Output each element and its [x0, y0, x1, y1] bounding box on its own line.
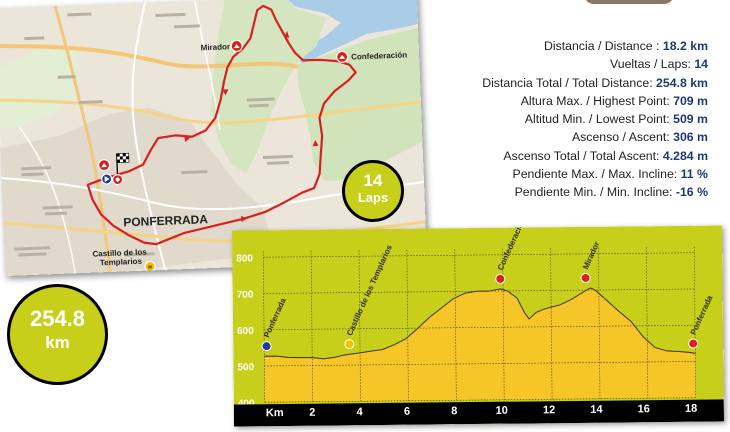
road	[131, 2, 167, 271]
x-axis-label: Km	[266, 407, 284, 419]
x-tick-label: 2	[309, 407, 315, 419]
grid-line-vertical	[406, 249, 409, 401]
confederacion-marker-icon	[495, 273, 506, 284]
stat-label: Pendiente Min. / Min. Incline:	[514, 185, 676, 200]
castillo-label-line1: Castillo de los	[92, 248, 147, 259]
stat-row: Distancia Total / Total Distance: 254.8 …	[482, 74, 708, 92]
stat-label: Pendiente Max. / Max. Incline:	[512, 167, 681, 182]
x-tick-label: 6	[404, 406, 410, 418]
grid-line-vertical	[693, 246, 697, 398]
distance-number: 254.8	[29, 306, 86, 331]
grid-line-vertical	[502, 248, 505, 400]
start-marker-icon	[261, 341, 272, 352]
stat-label: Altitud Min. / Lowest Point:	[524, 112, 674, 127]
x-tick-label: 16	[638, 403, 650, 415]
distance-unit: km	[45, 333, 70, 352]
stat-value: 306 m	[673, 130, 708, 145]
stat-value: 14	[694, 57, 708, 72]
green-area	[0, 45, 79, 129]
laps-badge: 14 Laps	[342, 160, 404, 222]
laps-unit: Laps	[357, 190, 389, 205]
route-arrow-icon	[105, 31, 319, 222]
distance-badge: 254.8 km	[7, 284, 108, 385]
x-tick-label: 18	[685, 403, 697, 415]
confederacion-marker-icon	[336, 50, 349, 64]
road	[53, 5, 112, 273]
sprint-marker-icon	[112, 174, 124, 186]
grid-line-vertical	[645, 247, 649, 399]
stat-row: Pendiente Min. / Min. Incline: -16 %	[482, 183, 708, 201]
stat-row: Distancia / Distance : 18.2 km	[482, 37, 708, 55]
grid-line-vertical	[262, 251, 266, 403]
stat-value: -16 %	[675, 185, 708, 200]
green-area	[297, 27, 423, 181]
stat-value: 509 m	[673, 112, 708, 127]
finish-marker-icon	[688, 338, 699, 349]
finish-marker-icon	[101, 173, 113, 185]
elevation-profile: 800 700 600 500 400 Km 2 4 6 8 10 12 14 16 18 Ponferrad…	[231, 217, 725, 427]
mirador-label: Mirador	[201, 42, 231, 52]
stat-label: Distancia Total / Total Distance:	[482, 75, 657, 90]
road	[0, 44, 298, 69]
top-decorative-tab	[584, 0, 674, 4]
elevation-line	[264, 287, 696, 360]
stat-label: Altura Max. / Highest Point:	[520, 93, 674, 108]
x-axis-bar	[233, 399, 725, 427]
y-tick-label: 800	[236, 253, 253, 264]
stat-row: Altura Max. / Highest Point: 709 m	[482, 92, 708, 110]
stat-row: Pendiente Max. / Max. Incline: 11 %	[482, 165, 709, 183]
stats-panel: Distancia / Distance : 18.2 km Vueltas / …	[482, 37, 708, 202]
stat-row: Altitud Min. / Lowest Point: 509 m	[482, 110, 708, 128]
grid-line-vertical	[454, 249, 457, 401]
road	[18, 126, 76, 274]
stat-label: Vueltas / Laps:	[610, 57, 695, 72]
y-tick-label: 400	[238, 398, 255, 409]
stat-value: 11 %	[680, 167, 708, 182]
grid-line-vertical	[598, 247, 601, 399]
stat-value: 18.2 km	[662, 39, 708, 53]
stat-value: 254.8 km	[656, 75, 708, 90]
reservoir	[284, 0, 418, 65]
checkered-flag-icon	[116, 152, 130, 176]
stat-value: 709 m	[673, 93, 708, 108]
grid-line-vertical	[310, 250, 313, 402]
x-tick-label: 12	[543, 404, 555, 416]
y-tick-label: 600	[237, 326, 254, 337]
x-tick-label: 14	[590, 404, 603, 416]
elevation-area	[264, 287, 696, 403]
y-tick-label: 500	[237, 362, 254, 373]
confederacion-label: Confederación	[351, 50, 407, 61]
x-tick-label: 8	[451, 405, 457, 417]
stat-label: Distancia / Distance :	[543, 39, 663, 53]
place-labels	[14, 12, 293, 257]
grid-line-vertical	[550, 248, 553, 400]
grid-line-vertical	[358, 250, 361, 402]
x-tick-label: 4	[356, 406, 363, 418]
urban-area	[0, 107, 275, 277]
stat-row: Ascenso Total / Total Ascent: 4.284 m	[482, 147, 708, 165]
city-label: PONFERRADA	[123, 212, 208, 229]
x-tick-label: 10	[496, 405, 508, 417]
stat-value: 4.284 m	[662, 148, 708, 163]
road	[0, 98, 422, 125]
mirador-marker-icon	[230, 39, 243, 53]
mirador-marker-icon	[580, 272, 591, 283]
start-marker-icon	[98, 159, 111, 172]
y-tick-label: 700	[237, 290, 254, 301]
laps-number: 14	[363, 171, 383, 190]
stat-row: Vueltas / Laps: 14	[482, 55, 708, 73]
castillo-marker-icon	[144, 260, 156, 273]
stat-row: Ascenso / Ascent: 306 m	[482, 128, 708, 146]
route-map[interactable]: Mirador Confederación PONFERRADA	[0, 0, 427, 277]
castillo-label-line2: Templarios	[100, 257, 143, 268]
castillo-marker-icon	[344, 339, 355, 350]
stat-label: Ascenso / Ascent:	[571, 130, 674, 145]
stat-label: Ascenso Total / Total Ascent:	[503, 148, 663, 163]
